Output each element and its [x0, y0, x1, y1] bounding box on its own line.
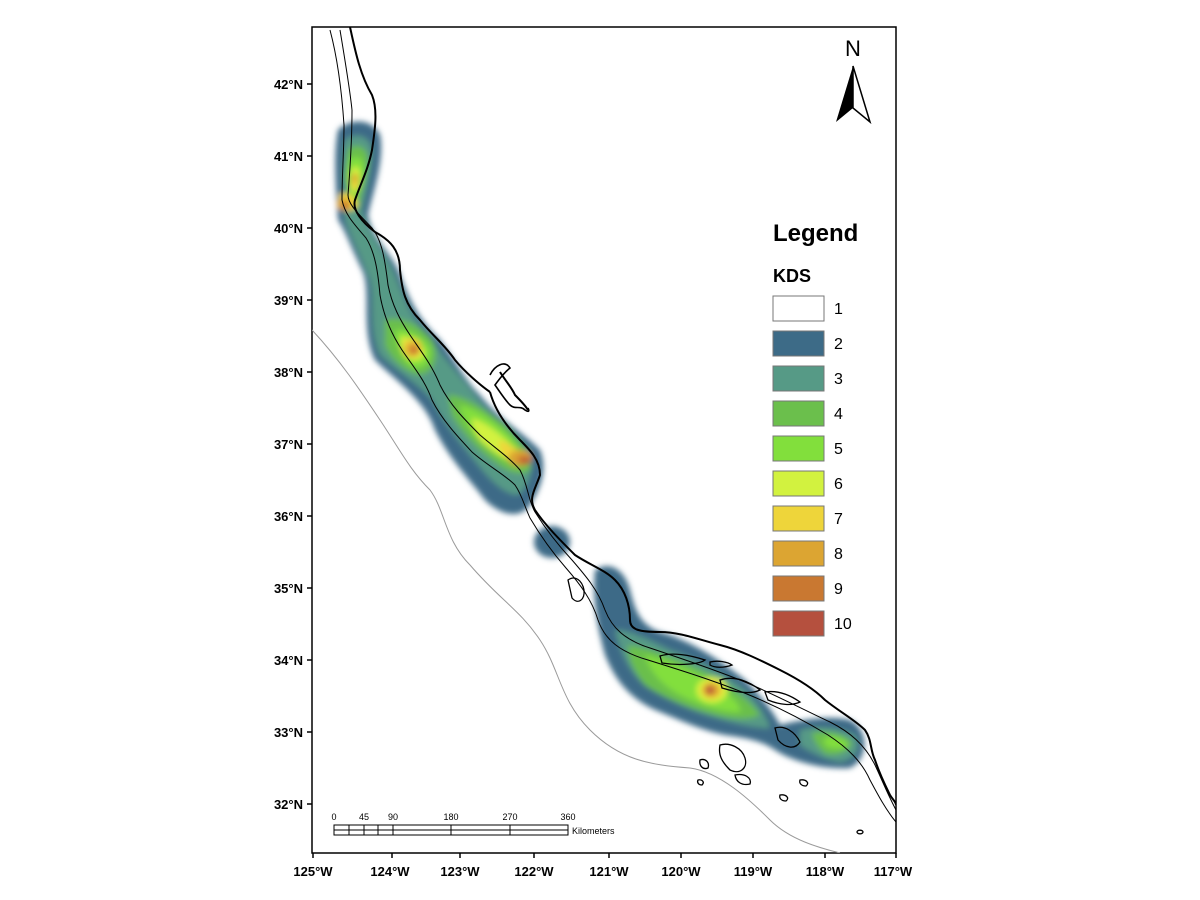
longitude-labels: 125°W 124°W 123°W 122°W 121°W 120°W 119°… — [293, 864, 913, 879]
shelf-contour-outer — [329, 29, 896, 823]
lon-label: 121°W — [589, 864, 629, 879]
lon-label: 123°W — [440, 864, 480, 879]
offshore-boundary-line — [312, 329, 841, 853]
legend-swatch-7 — [772, 505, 825, 532]
lat-label: 34°N — [274, 653, 303, 668]
legend-label-7: 7 — [834, 511, 843, 528]
legend-swatch-1 — [772, 295, 825, 322]
lon-label: 125°W — [293, 864, 333, 879]
lat-label: 36°N — [274, 509, 303, 524]
islands — [567, 577, 864, 835]
north-label: N — [845, 36, 861, 61]
lon-label: 120°W — [661, 864, 701, 879]
lat-label: 38°N — [274, 365, 303, 380]
lon-label: 124°W — [370, 864, 410, 879]
lat-label: 41°N — [274, 149, 303, 164]
kds-density-layer — [335, 121, 865, 769]
scale-tick-label: 360 — [560, 812, 575, 822]
lat-label: 32°N — [274, 797, 303, 812]
lon-label: 122°W — [514, 864, 554, 879]
scale-tick-label: 0 — [331, 812, 336, 822]
axis-ticks — [307, 83, 897, 858]
legend-swatch-10 — [772, 610, 825, 637]
lat-label: 40°N — [274, 221, 303, 236]
lon-label: 118°W — [806, 864, 845, 879]
legend-label-10: 10 — [834, 616, 852, 633]
legend-swatch-9 — [772, 575, 825, 602]
north-arrow: N — [836, 36, 872, 125]
legend-label-2: 2 — [834, 336, 843, 353]
scale-bar: 0 45 90 180 270 360 Kilometers — [331, 812, 615, 836]
bay-outline — [489, 363, 530, 413]
scale-unit-label: Kilometers — [572, 826, 615, 836]
legend-title: Legend — [773, 220, 858, 247]
lat-label: 39°N — [274, 293, 303, 308]
legend-label-9: 9 — [834, 581, 843, 598]
shelf-contour-inner — [339, 29, 896, 811]
scale-tick-label: 45 — [359, 812, 369, 822]
legend-swatch-4 — [772, 400, 825, 427]
lon-label: 117°W — [874, 864, 913, 879]
scale-bar-segments — [333, 824, 569, 836]
scale-tick-label: 180 — [443, 812, 458, 822]
legend-label-5: 5 — [834, 441, 843, 458]
legend-label-4: 4 — [834, 406, 843, 423]
legend: Legend KDS 1 2 3 4 5 6 7 8 9 10 — [772, 220, 858, 637]
legend-label-6: 6 — [834, 476, 843, 493]
legend-swatch-6 — [772, 470, 825, 497]
legend-subtitle: KDS — [773, 266, 811, 286]
legend-label-3: 3 — [834, 371, 843, 388]
lon-label: 119°W — [734, 864, 773, 879]
latitude-labels: 42°N 41°N 40°N 39°N 38°N 37°N 36°N 35°N … — [274, 77, 303, 812]
lat-label: 35°N — [274, 581, 303, 596]
north-arrow-icon — [836, 65, 872, 125]
scale-tick-label: 270 — [502, 812, 517, 822]
scale-tick-label: 90 — [388, 812, 398, 822]
legend-swatch-3 — [772, 365, 825, 392]
lat-label: 33°N — [274, 725, 303, 740]
legend-label-1: 1 — [834, 301, 843, 318]
legend-label-8: 8 — [834, 546, 843, 563]
legend-swatch-2 — [772, 330, 825, 357]
legend-swatch-8 — [772, 540, 825, 567]
lat-label: 37°N — [274, 437, 303, 452]
legend-swatch-5 — [772, 435, 825, 462]
lat-label: 42°N — [274, 77, 303, 92]
